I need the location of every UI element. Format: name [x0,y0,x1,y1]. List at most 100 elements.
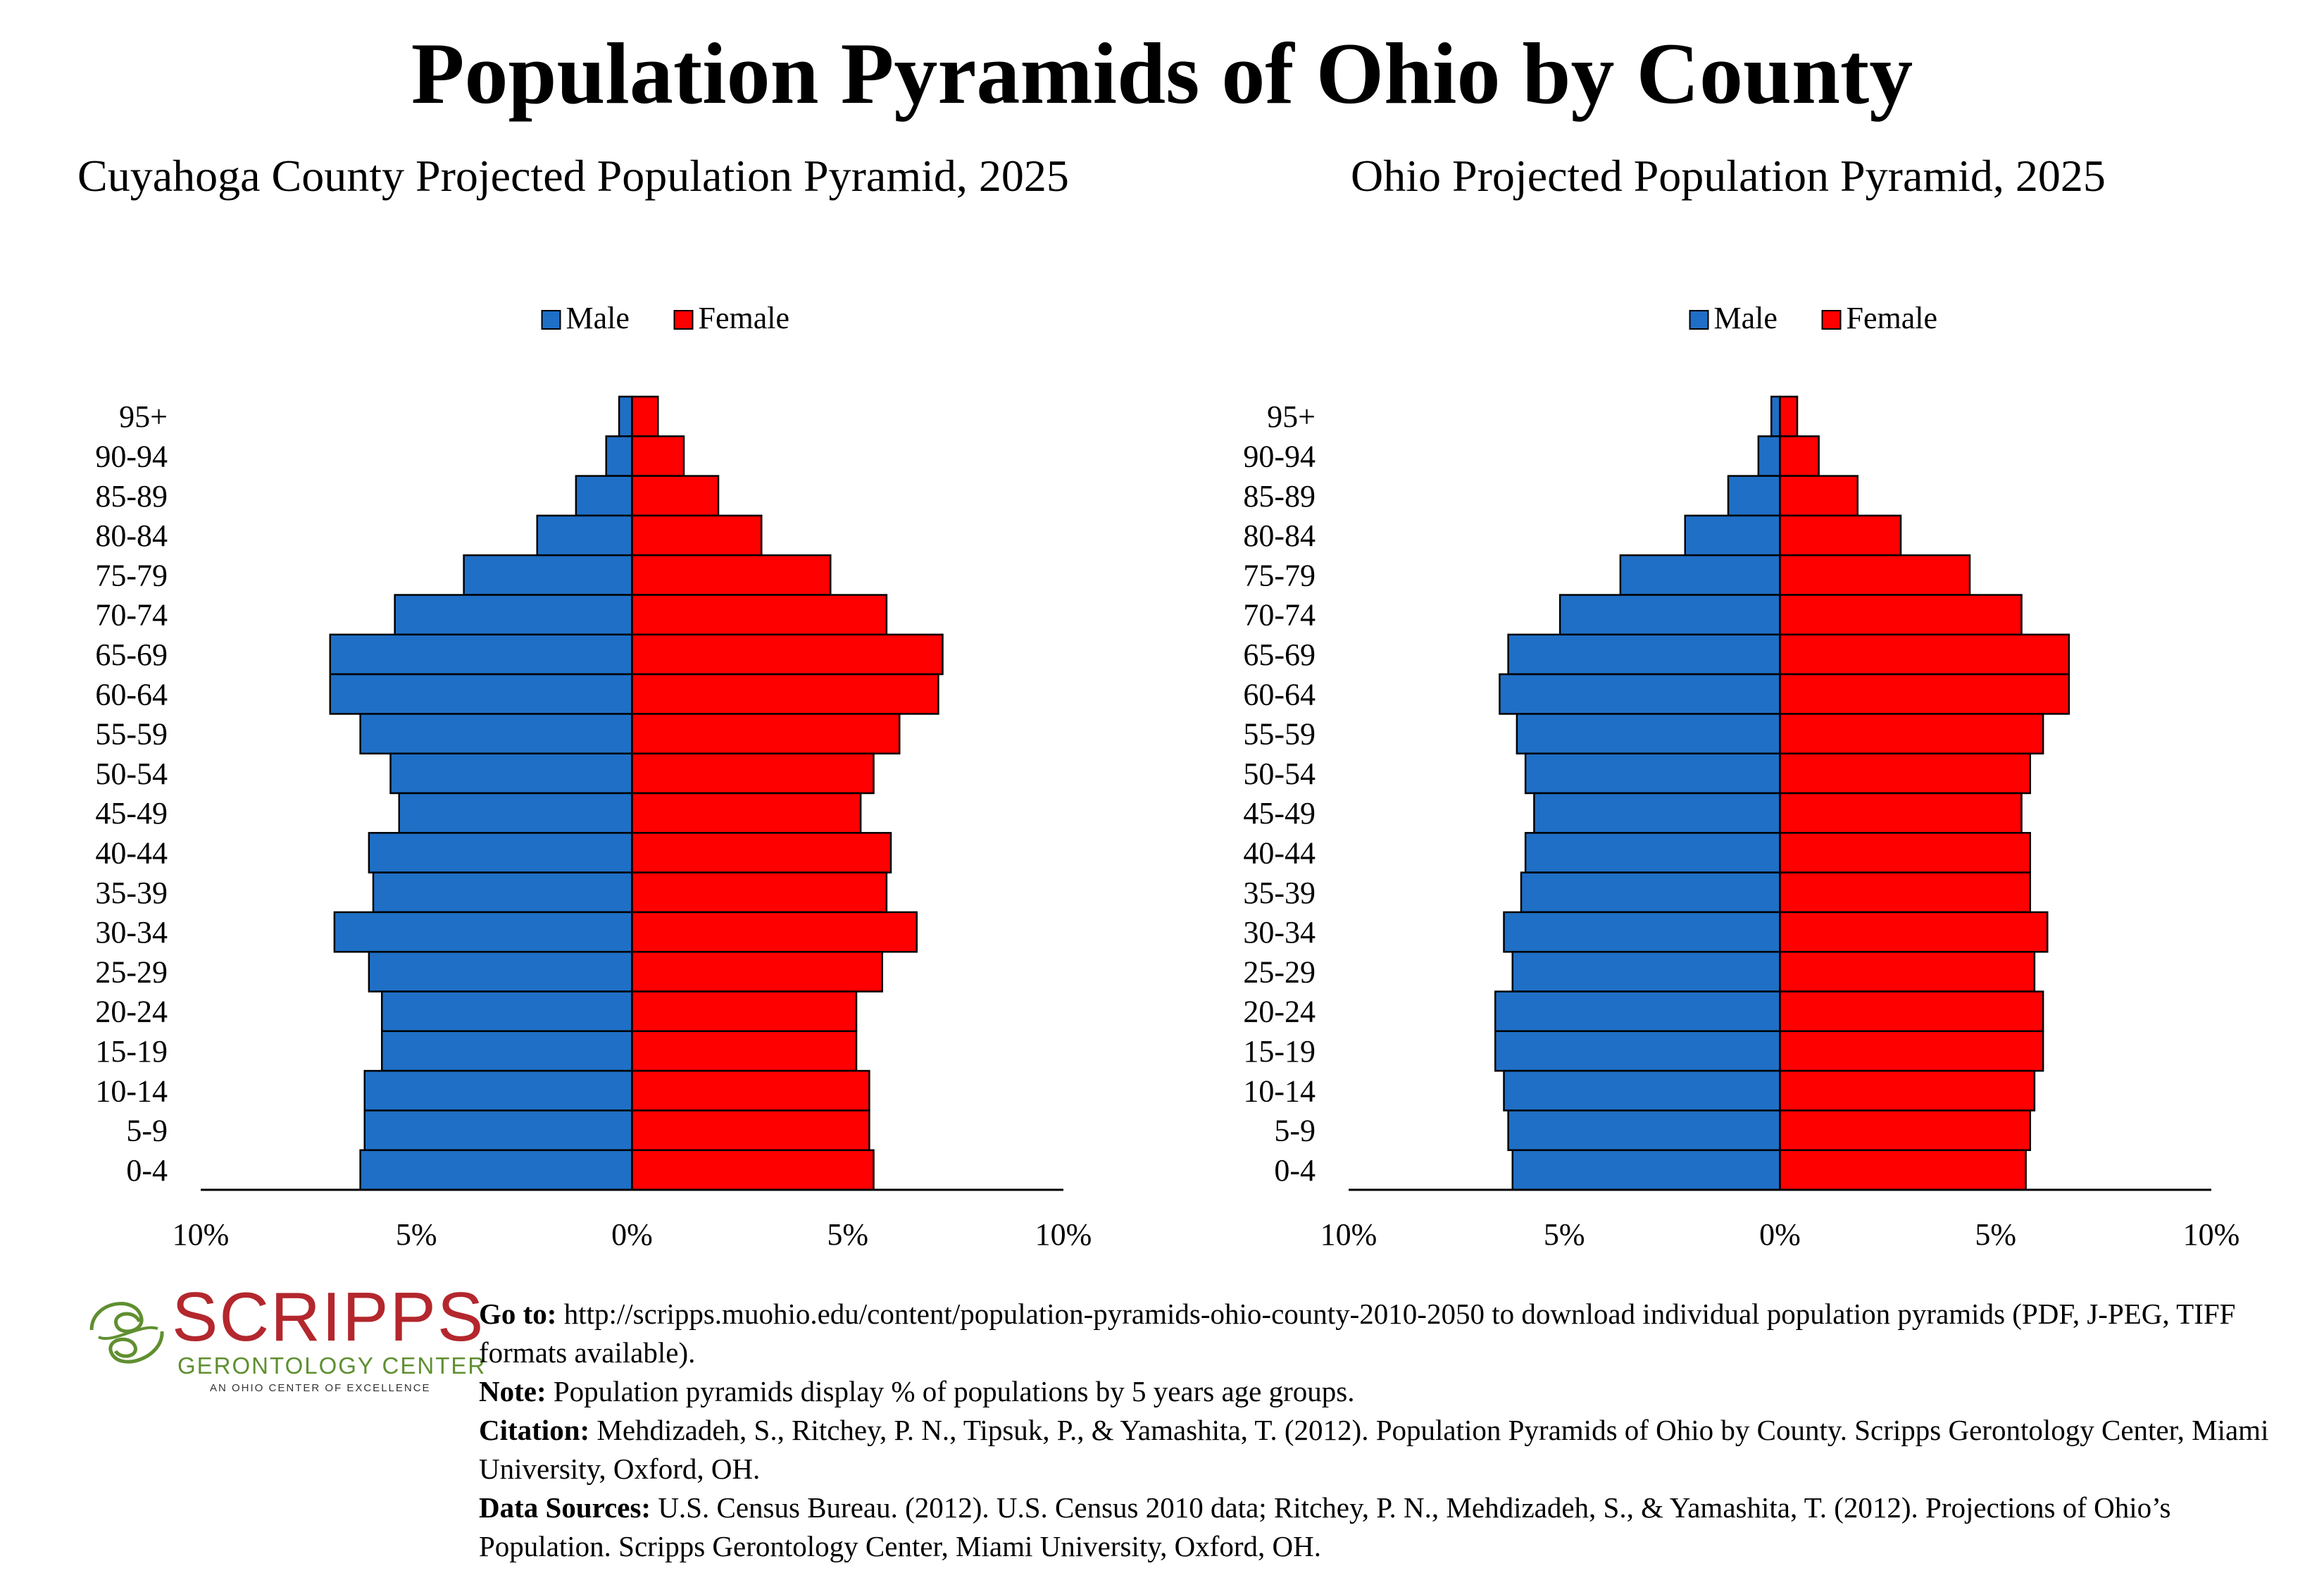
x-tick-label: 0% [1759,1217,1801,1252]
age-label-35-39: 35-39 [95,876,168,910]
logo-wordmark: SCRIPPS [172,1278,485,1355]
bar-male-15-19 [381,1030,633,1072]
bar-female-60-64 [631,673,939,715]
bar-female-45-49 [631,792,862,834]
bar-female-55-59 [1779,713,2044,754]
logo-subtitle: GERONTOLOGY CENTER [177,1353,487,1379]
bar-female-80-84 [1779,514,1902,557]
legend-male-label: Male [566,301,630,335]
goto-text: http://scripps.muohio.edu/content/popula… [479,1298,2236,1369]
x-tick-label: 0% [611,1217,653,1252]
x-tick-label: 10% [1035,1217,1092,1252]
bar-female-90-94 [631,435,685,477]
age-label-15-19: 15-19 [1243,1034,1316,1069]
bar-male-70-74 [394,594,633,636]
bar-male-50-54 [1524,752,1781,795]
bar-female-25-29 [1779,950,2036,993]
sources-note: Data Sources: U.S. Census Bureau. (2012)… [479,1488,2310,1566]
bar-female-0-4 [1779,1149,2027,1191]
bar-female-40-44 [631,832,892,874]
bar-female-45-49 [1779,792,2023,834]
age-label-70-74: 70-74 [95,598,168,633]
bar-male-10-14 [363,1069,633,1112]
legend-male-swatch [541,310,561,330]
age-label-25-29: 25-29 [1243,955,1316,989]
age-label-45-49: 45-49 [1243,796,1316,831]
bar-female-95+ [1779,395,1799,437]
page-title: Population Pyramids of Ohio by County [411,25,1913,122]
bar-female-35-39 [1779,871,2031,914]
chart-title-ohio: Ohio Projected Population Pyramid, 2025 [1351,151,2106,201]
age-label-75-79: 75-79 [95,558,168,592]
age-label-0-4: 0-4 [126,1153,168,1188]
age-label-50-54: 50-54 [95,757,168,791]
bar-female-95+ [631,395,659,437]
bar-female-50-54 [1779,752,2031,795]
bar-male-0-4 [1511,1149,1781,1191]
bar-male-15-19 [1494,1030,1781,1072]
age-label-5-9: 5-9 [126,1114,168,1148]
age-label-40-44: 40-44 [1243,835,1316,870]
note-text: Population pyramids display % of populat… [553,1375,1355,1407]
legend-female-swatch [1821,310,1842,330]
bar-male-90-94 [1757,435,1781,477]
age-label-80-84: 80-84 [95,518,168,553]
bar-female-65-69 [1779,633,2070,676]
bar-female-70-74 [1779,594,2023,636]
bar-male-25-29 [368,950,633,993]
logo-tagline: AN OHIO CENTER OF EXCELLENCE [210,1382,431,1394]
citation-text: Mehdizadeh, S., Ritchey, P. N., Tipsuk, … [479,1414,2269,1485]
note-line: Note: Population pyramids display % of p… [479,1372,2310,1411]
age-label-65-69: 65-69 [95,638,168,672]
age-label-85-89: 85-89 [95,479,168,514]
bar-male-50-54 [389,752,633,795]
bar-female-80-84 [631,514,763,557]
legend-male-label: Male [1714,301,1778,335]
bar-female-30-34 [631,911,918,953]
chart-title-cuyahoga: Cuyahoga County Projected Population Pyr… [77,151,1069,201]
bar-female-20-24 [1779,990,2044,1033]
bar-female-55-59 [631,713,901,754]
bar-male-10-14 [1503,1069,1781,1112]
bar-female-85-89 [1779,475,1858,517]
bar-male-30-34 [1503,911,1781,953]
age-label-45-49: 45-49 [95,796,168,831]
bar-male-65-69 [1507,633,1781,676]
age-label-60-64: 60-64 [95,677,168,711]
x-tick-label: 10% [1320,1217,1377,1252]
age-label-30-34: 30-34 [1243,915,1316,950]
age-label-30-34: 30-34 [95,915,168,950]
bar-male-5-9 [1507,1110,1781,1151]
note-label: Note: [479,1375,546,1407]
age-label-15-19: 15-19 [95,1034,168,1069]
age-label-40-44: 40-44 [95,835,168,870]
age-label-0-4: 0-4 [1274,1153,1316,1188]
bar-female-15-19 [1779,1030,2044,1072]
bar-male-40-44 [368,832,633,874]
bar-male-80-84 [1684,514,1781,557]
bar-male-55-59 [359,713,633,754]
x-tick-label: 5% [827,1217,868,1252]
bar-female-50-54 [631,752,875,795]
age-label-25-29: 25-29 [95,955,168,989]
bar-male-85-89 [1727,475,1781,517]
age-label-10-14: 10-14 [95,1074,168,1108]
bar-male-95+ [1770,395,1781,437]
ohio-pyramid-chart: Male Female 95+ 90-94 85-89 80-84 75-79 70-74 65… [1243,301,2239,1252]
bar-female-85-89 [631,475,720,517]
cuyahoga-pyramid-chart: Male Female 95+ 90-94 85-89 80-84 75-79 70-74 65… [95,301,1092,1252]
sources-label: Data Sources: [479,1491,651,1524]
footnotes: Go to: http://scripps.muohio.edu/content… [479,1295,2310,1566]
x-tick-label: 5% [1544,1217,1585,1252]
bar-male-5-9 [363,1110,633,1151]
age-label-60-64: 60-64 [1243,677,1316,711]
bar-male-75-79 [463,554,633,596]
bar-male-40-44 [1524,832,1781,874]
goto-note: Go to: http://scripps.muohio.edu/content… [479,1295,2310,1372]
scripps-swirl-icon [89,1302,164,1364]
legend-female-swatch [673,310,694,330]
bar-female-25-29 [631,950,883,993]
age-label-65-69: 65-69 [1243,638,1316,672]
age-label-55-59: 55-59 [1243,717,1316,752]
bar-male-45-49 [1533,792,1781,834]
